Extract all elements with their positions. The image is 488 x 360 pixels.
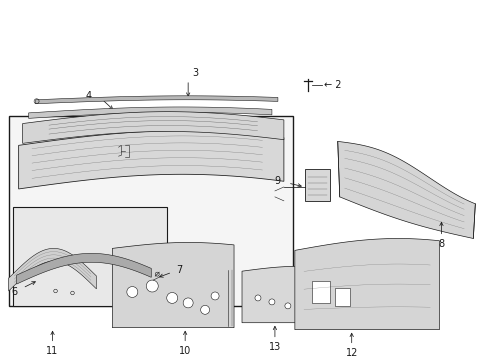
Circle shape [183,298,193,308]
Polygon shape [9,248,96,291]
Text: 8: 8 [437,239,444,249]
Polygon shape [36,96,277,104]
Text: 10: 10 [179,346,191,356]
Circle shape [146,280,158,292]
Circle shape [126,287,138,297]
Circle shape [285,303,290,309]
Bar [304,169,329,201]
Polygon shape [19,131,284,189]
Text: 13: 13 [268,342,281,352]
Circle shape [254,295,261,301]
Circle shape [200,305,209,314]
Circle shape [268,299,274,305]
Circle shape [211,292,219,300]
Polygon shape [29,107,271,118]
Polygon shape [337,141,474,238]
Text: 12: 12 [345,348,357,359]
Text: ← 2: ← 2 [323,80,341,90]
Text: 4: 4 [85,91,91,101]
Polygon shape [112,242,234,328]
Text: 5: 5 [27,125,34,135]
Text: 3: 3 [192,68,198,78]
Bar [311,281,329,303]
Text: 6: 6 [12,287,18,297]
Circle shape [166,292,177,303]
Bar [9,116,292,306]
Text: —1: —1 [305,182,321,192]
Polygon shape [17,253,151,284]
Text: 9: 9 [274,176,281,186]
Text: 11: 11 [46,346,59,356]
Text: 7: 7 [176,265,182,275]
Polygon shape [294,238,439,330]
Polygon shape [242,266,323,323]
Polygon shape [22,112,284,143]
Bar [13,207,167,306]
Bar [334,288,349,306]
